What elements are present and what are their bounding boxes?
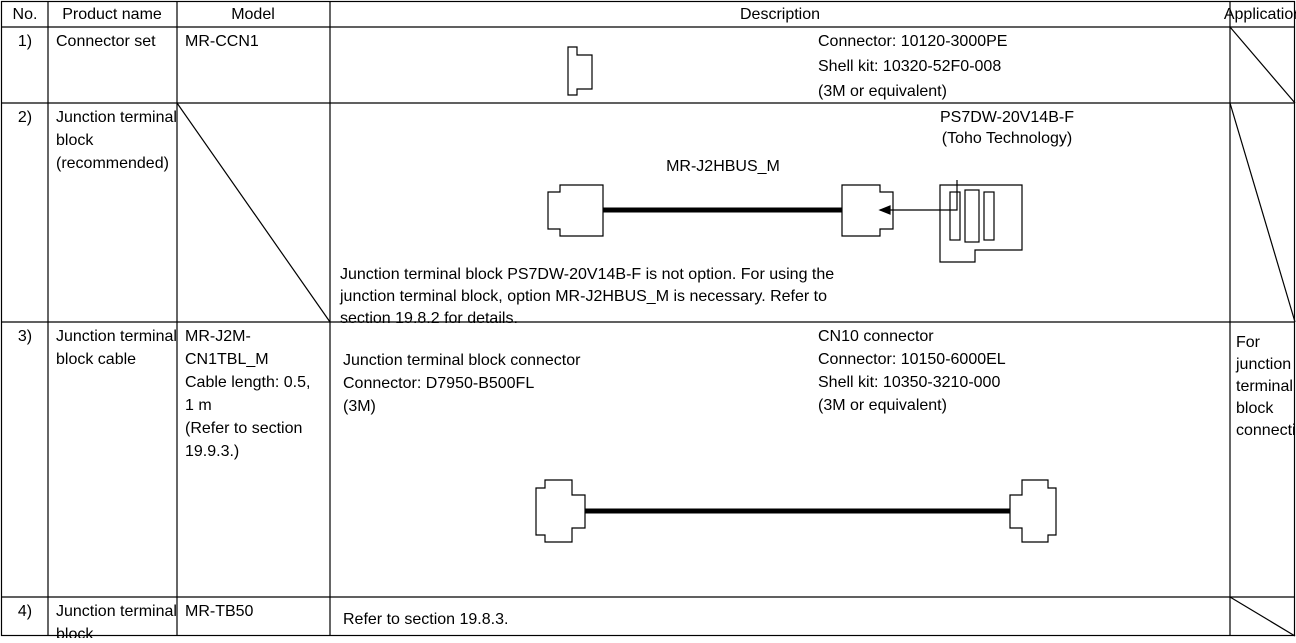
terminal-connector (964, 189, 980, 243)
product-name: Junction terminal (56, 603, 177, 620)
product-name: Junction terminal (56, 109, 177, 126)
description-text: Connector: D7950-B500FL (343, 375, 534, 392)
connector-icon (567, 46, 593, 96)
product-name: Connector set (56, 33, 156, 50)
header-cell: Model (231, 6, 275, 23)
description-note: Junction terminal block PS7DW-20V14B-F i… (340, 266, 834, 283)
empty-cell-diagonal (1229, 26, 1296, 104)
description-text: Connector: 10120-3000PE (818, 33, 1007, 50)
description-text: (3M or equivalent) (818, 83, 947, 100)
application: For (1236, 334, 1261, 351)
row-number: 2) (18, 109, 32, 126)
application: junction (1235, 356, 1291, 373)
description-note: junction terminal block, option MR-J2HBU… (339, 288, 827, 305)
description-text: Refer to section 19.8.3. (343, 611, 508, 628)
description-text: Shell kit: 10350-3210-000 (818, 374, 1000, 391)
model: MR-TB50 (185, 603, 254, 620)
connector-icon (535, 479, 586, 543)
terminal-row (949, 191, 961, 241)
description-text: (3M or equivalent) (818, 397, 947, 414)
model: CN1TBL_M (185, 351, 269, 368)
connector-icon (547, 184, 604, 237)
model: (Refer to section (185, 420, 302, 437)
description-text: Connector: 10150-6000EL (818, 351, 1006, 368)
header-cell: Application (1224, 6, 1296, 23)
description-text: (3M) (343, 398, 376, 415)
part-label: (Toho Technology) (942, 130, 1072, 147)
cable-label: MR-J2HBUS_M (666, 158, 780, 175)
model: MR-J2M- (185, 328, 251, 345)
model: MR-CCN1 (185, 33, 259, 50)
arrow (880, 180, 958, 211)
application: terminal (1236, 378, 1293, 395)
model: Cable length: 0.5, (185, 374, 310, 391)
terminal-row (983, 191, 995, 241)
description-text: Junction terminal block connector (343, 352, 581, 369)
empty-cell-diagonal (176, 102, 331, 323)
connector-icon (1009, 479, 1057, 543)
terminal-block-icon (939, 184, 1023, 263)
header-cell: Description (740, 6, 820, 23)
arrow-head (878, 205, 891, 215)
empty-cell-diagonal (1229, 596, 1296, 637)
model: 19.9.3.) (185, 443, 239, 460)
description-text: CN10 connector (818, 328, 934, 345)
row-number: 3) (18, 328, 32, 345)
description-text: Shell kit: 10320-52F0-008 (818, 58, 1001, 75)
product-name: block cable (56, 351, 136, 368)
row-number: 1) (18, 33, 32, 50)
part-label: PS7DW-20V14B-F (940, 109, 1074, 126)
row-number: 4) (18, 603, 32, 620)
header-cell: No. (13, 6, 38, 23)
application: connection (1236, 422, 1296, 439)
header-cell: Product name (62, 6, 162, 23)
description-note: section 19.8.2 for details. (340, 310, 518, 327)
product-name: block (56, 132, 94, 149)
product-name: block (56, 626, 94, 638)
application: block (1236, 400, 1274, 417)
model: 1 m (185, 397, 212, 414)
empty-cell-diagonal (1229, 102, 1296, 323)
connector-icon (841, 184, 894, 237)
product-name: (recommended) (56, 155, 169, 172)
product-name: Junction terminal (56, 328, 177, 345)
